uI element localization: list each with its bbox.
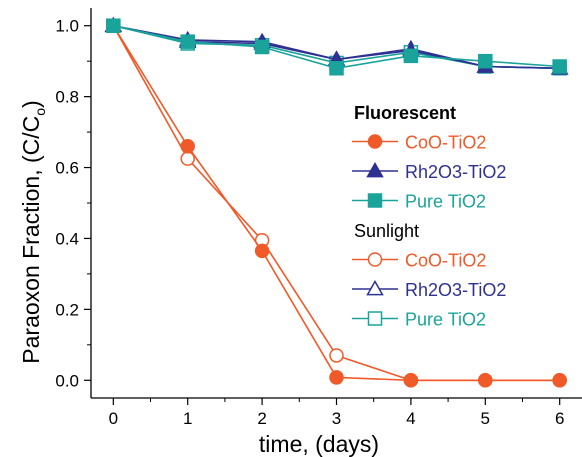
data-point (552, 59, 567, 74)
series-line (112, 25, 560, 382)
legend-heading: Fluorescent (354, 103, 456, 123)
data-point (180, 151, 195, 166)
x-axis: 0 1 2 3 4 5 6 (109, 398, 564, 428)
data-point (254, 39, 270, 55)
x-tick-label: 6 (555, 409, 564, 428)
data-point (329, 370, 344, 385)
legend-marker (366, 280, 384, 296)
data-point (329, 348, 344, 363)
data-point (180, 34, 195, 49)
x-axis-title: time, (days) (259, 431, 379, 457)
fluorescent-pure-tio2-series (106, 18, 567, 76)
y-axis-title-subscript: o (32, 108, 48, 116)
legend-item: Pure TiO2 (352, 310, 486, 330)
legend-marker (366, 162, 384, 178)
y-tick-label: 0.0 (55, 371, 79, 390)
y-tick-label: 0.8 (55, 88, 79, 107)
x-tick-label: 0 (109, 409, 118, 428)
data-point (552, 373, 567, 388)
legend-item: Rh2O3-TiO2 (352, 280, 506, 300)
data-point (254, 243, 270, 259)
x-tick-label: 1 (183, 409, 192, 428)
y-tick-label: 1.0 (55, 17, 79, 36)
y-axis-title-close: ) (18, 100, 44, 108)
legend-label: Pure TiO2 (405, 310, 486, 330)
legend-marker (367, 311, 383, 326)
data-point (478, 373, 493, 388)
legend: Fluorescent CoO-TiO2 Rh2O3-TiO2 Pure TiO2 Su… (352, 103, 506, 330)
legend-item: CoO-TiO2 (352, 133, 486, 153)
legend-item: Pure TiO2 (352, 192, 486, 212)
data-point (403, 48, 419, 64)
legend-label: Pure TiO2 (405, 192, 486, 212)
data-point (106, 18, 121, 33)
legend-label: CoO-TiO2 (405, 251, 486, 271)
legend-marker (367, 252, 383, 267)
legend-item: CoO-TiO2 (352, 251, 486, 271)
y-tick-label: 0.6 (55, 159, 79, 178)
legend-marker (367, 134, 383, 149)
legend-item: Rh2O3-TiO2 (352, 162, 506, 182)
x-tick-label: 3 (332, 409, 341, 428)
legend-marker (367, 193, 383, 208)
data-point (329, 61, 344, 76)
legend-heading: Sunlight (354, 221, 419, 241)
legend-label: Rh2O3-TiO2 (405, 280, 506, 300)
x-tick-label: 4 (406, 409, 415, 428)
legend-label: CoO-TiO2 (405, 133, 486, 153)
x-tick-label: 2 (257, 409, 266, 428)
series-line (112, 25, 560, 382)
y-tick-label: 0.4 (55, 229, 79, 248)
y-axis: 0.0 0.2 0.4 0.6 0.8 1.0 (55, 17, 91, 390)
series-layer (104, 16, 569, 388)
y-axis-title: Paraoxon Fraction, (C/Co) (18, 100, 48, 363)
data-point (180, 139, 195, 154)
legend-label: Rh2O3-TiO2 (405, 162, 506, 182)
data-point (478, 53, 493, 69)
x-tick-label: 5 (481, 409, 490, 428)
y-axis-title-main: Paraoxon Fraction, (C/C (18, 116, 44, 364)
data-point (403, 373, 419, 388)
y-tick-label: 0.2 (55, 300, 79, 319)
